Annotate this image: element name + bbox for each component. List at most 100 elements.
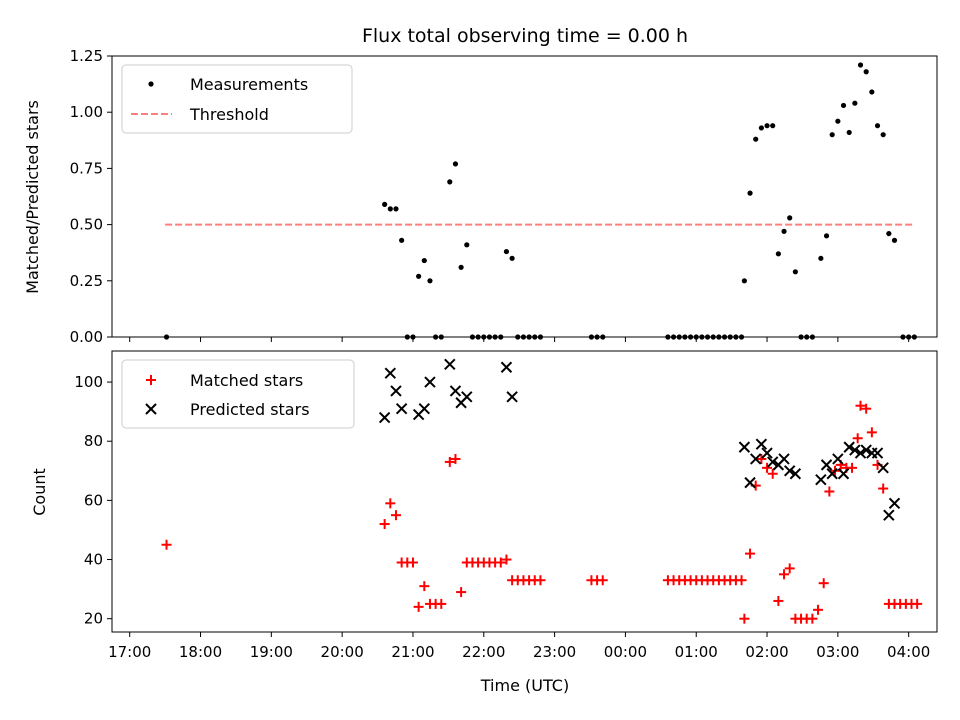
measurement-point <box>427 278 433 284</box>
matched-star-point <box>855 400 866 411</box>
measurement-point <box>880 132 886 138</box>
matched-star-point <box>501 554 512 565</box>
measurement-point <box>758 125 764 131</box>
x-tick-label: 17:00 <box>108 643 151 661</box>
top-y-tick-label: 0.25 <box>70 272 103 290</box>
measurement-point <box>509 255 515 261</box>
measurement-point <box>809 334 815 340</box>
measurement-point <box>594 334 600 340</box>
matched-star-point <box>456 587 467 598</box>
measurement-point <box>393 206 399 212</box>
measurement-point <box>823 233 830 239</box>
predicted-star-point <box>767 456 779 468</box>
measurement-point <box>492 334 498 340</box>
predicted-star-point <box>789 468 802 480</box>
measurement-point <box>721 334 728 340</box>
top-y-tick-label: 0.50 <box>70 216 103 234</box>
matched-star-point <box>824 486 835 497</box>
predicted-star-point <box>854 447 867 459</box>
measurement-points <box>163 62 917 340</box>
predicted-star-point <box>384 367 397 379</box>
measurement-point <box>438 334 444 340</box>
measurement-point <box>704 334 711 340</box>
measurement-point <box>665 334 671 340</box>
bottom-x-axis: 17:00 18:00 19:00 20:00 21:00 22:00 23:00 00:00… <box>108 632 930 661</box>
predicted-star-point <box>744 476 756 489</box>
matched-star-point <box>756 453 767 464</box>
top-y-tick-label: 1.00 <box>70 103 103 121</box>
bottom-y-tick-label: 100 <box>74 373 103 391</box>
bottom-y-tick-label: 20 <box>84 610 103 628</box>
legend-matched-label: Matched stars <box>190 371 303 390</box>
legend-measurements-marker <box>148 81 154 87</box>
x-tick-label: 03:00 <box>816 643 859 661</box>
top-y-tick-label: 1.25 <box>70 47 103 65</box>
measurement-point <box>486 334 493 340</box>
matched-star-point <box>444 456 455 467</box>
predicted-star-point <box>888 497 901 510</box>
bottom-plot-frame <box>111 350 938 633</box>
matched-star-point <box>779 569 790 580</box>
predicted-star-point <box>738 441 751 453</box>
predicted-star-point <box>506 391 518 403</box>
matched-star-point <box>878 483 889 494</box>
measurement-point <box>433 334 439 340</box>
bottom-legend: Matched stars Predicted stars <box>121 359 355 429</box>
measurement-point <box>404 334 410 340</box>
bottom-y-axis: 20 40 60 80 100 <box>74 373 112 628</box>
predicted-star-point <box>778 453 790 465</box>
top-legend-box <box>121 64 353 134</box>
measurement-point <box>399 237 405 243</box>
bottom-y-tick-label: 80 <box>84 432 103 450</box>
predicted-star-point <box>378 411 391 424</box>
measurement-point <box>747 190 753 196</box>
matched-star-point <box>407 557 418 568</box>
matched-star-point <box>535 575 546 586</box>
measurement-point <box>900 334 906 340</box>
predicted-star-point <box>750 453 762 465</box>
measurement-point <box>727 334 733 340</box>
predicted-star-point <box>832 453 844 465</box>
measurement-point <box>532 334 538 340</box>
measurement-point <box>829 132 835 138</box>
matched-star-point <box>866 427 877 438</box>
measurement-point <box>787 215 793 221</box>
matched-star-point <box>419 581 430 592</box>
legend-matched-marker <box>146 375 156 385</box>
x-tick-label: 00:00 <box>604 643 647 661</box>
x-tick-label: 18:00 <box>179 643 222 661</box>
measurement-point <box>869 89 875 95</box>
measurement-point <box>818 255 824 261</box>
x-tick-label: 19:00 <box>250 643 293 661</box>
matched-star-point <box>385 498 396 509</box>
top-y-axis: 0.00 0.25 0.50 0.75 1.00 1.25 <box>70 47 112 346</box>
matched-star-point <box>745 548 756 559</box>
predicted-star-point <box>883 509 895 521</box>
measurement-point <box>886 230 892 237</box>
measurement-point <box>520 334 527 340</box>
measurement-point <box>163 334 170 340</box>
measurement-point <box>447 179 453 185</box>
x-axis-label: Time (UTC) <box>480 676 569 695</box>
measurement-point <box>526 334 532 340</box>
matched-star-point <box>813 604 824 615</box>
predicted-stars-points <box>378 358 901 521</box>
x-tick-label: 20:00 <box>321 643 364 661</box>
measurement-point <box>387 206 393 212</box>
matched-star-point <box>762 462 773 473</box>
x-tick-label: 22:00 <box>462 643 505 661</box>
matched-star-point <box>773 595 784 606</box>
predicted-star-point <box>826 468 838 480</box>
predicted-star-point <box>843 441 855 453</box>
measurement-point <box>503 248 510 255</box>
predicted-star-point <box>395 402 408 415</box>
predicted-star-point <box>461 391 473 403</box>
top-legend: Measurements Threshold <box>121 64 353 134</box>
predicted-star-point <box>444 358 456 371</box>
measurement-point <box>792 269 798 275</box>
bottom-y-tick-label: 60 <box>84 491 103 509</box>
measurement-point <box>906 334 912 340</box>
measurement-point <box>781 228 787 234</box>
predicted-star-point <box>877 462 889 474</box>
